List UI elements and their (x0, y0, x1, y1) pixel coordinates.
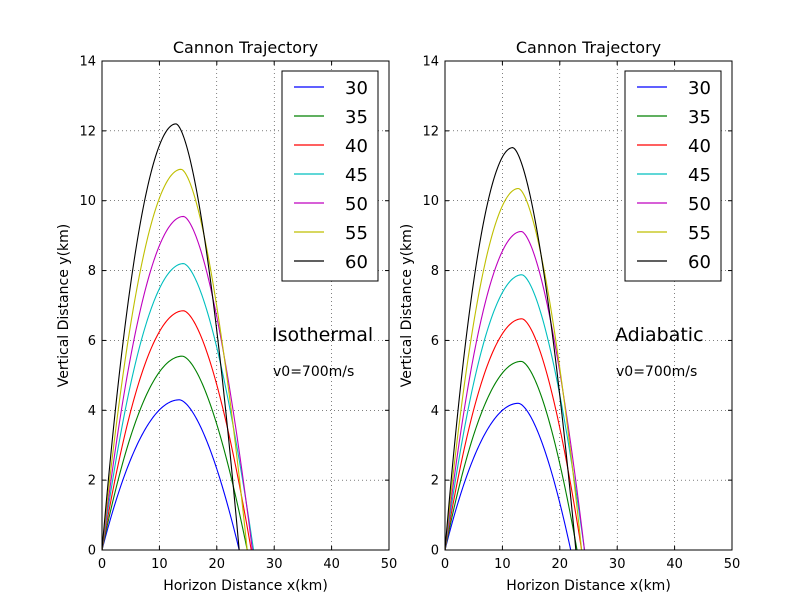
series-line-40 (445, 318, 583, 550)
chart-title: Cannon Trajectory (516, 38, 661, 57)
y-tick-label: 8 (88, 264, 96, 279)
y-tick-label: 4 (88, 404, 96, 419)
series-line-30 (102, 399, 240, 550)
x-tick-label: 10 (151, 557, 168, 572)
chart-title: Cannon Trajectory (173, 38, 318, 57)
x-axis-label: Horizon Distance x(km) (506, 578, 671, 594)
y-tick-label: 10 (422, 194, 439, 209)
chart-panel-2: 0 10 20 30 40 50 0 2 4 6 8 10 12 14 Cannon Trajectory H… (399, 38, 740, 594)
series-line-45 (102, 263, 255, 550)
x-axis-label: Horizon Distance x(km) (163, 578, 328, 594)
series-line-50 (102, 215, 253, 550)
legend-label-35: 35 (688, 107, 711, 128)
annotation-velocity: v0=700m/s (273, 364, 354, 380)
legend-label-45: 45 (688, 165, 711, 186)
y-tick-label: 6 (431, 334, 439, 349)
legend-label-45: 45 (345, 165, 368, 186)
x-tick-label: 10 (494, 557, 511, 572)
annotation-model: Adiabatic (615, 324, 704, 346)
ticks: 0 10 20 30 40 50 0 2 4 6 8 10 12 14 (422, 55, 740, 573)
x-tick-label: 20 (209, 557, 226, 572)
x-tick-label: 40 (666, 557, 683, 572)
y-tick-label: 2 (431, 474, 439, 489)
legend: 30 35 40 45 50 55 60 (624, 70, 722, 282)
series-line-35 (102, 355, 248, 550)
series-line-30 (445, 402, 572, 550)
legend-label-30: 30 (688, 78, 711, 99)
y-tick-label: 2 (88, 474, 96, 489)
series-line-55 (445, 187, 583, 550)
chart-panel-1: 0 10 20 30 40 50 0 2 4 6 8 10 12 14 Cannon Trajectory H… (56, 38, 397, 594)
y-tick-label: 10 (79, 194, 96, 209)
legend-box (281, 70, 379, 282)
y-tick-label: 14 (79, 55, 96, 70)
legend-label-30: 30 (345, 78, 368, 99)
y-tick-label: 12 (79, 124, 96, 139)
legend-label-55: 55 (345, 223, 368, 244)
plot-frame (101, 60, 390, 551)
legend-label-35: 35 (345, 107, 368, 128)
y-tick-label: 12 (422, 124, 439, 139)
ticks: 0 10 20 30 40 50 0 2 4 6 8 10 12 14 (79, 55, 397, 573)
series-line-40 (102, 310, 252, 550)
legend-label-40: 40 (345, 136, 368, 157)
legend-label-60: 60 (345, 252, 368, 273)
y-axis-label: Vertical Distance y(km) (56, 224, 72, 387)
legend-label-50: 50 (688, 194, 711, 215)
series-line-60 (445, 147, 577, 550)
legend: 30 35 40 45 50 55 60 (281, 70, 379, 282)
y-tick-label: 0 (431, 544, 439, 559)
y-tick-label: 4 (431, 404, 439, 419)
series-line-45 (445, 274, 586, 550)
x-tick-label: 50 (724, 557, 741, 572)
legend-box (624, 70, 722, 282)
y-tick-label: 0 (88, 544, 96, 559)
x-tick-label: 20 (552, 557, 569, 572)
legend-label-55: 55 (688, 223, 711, 244)
x-tick-label: 0 (98, 557, 106, 572)
legend-label-50: 50 (345, 194, 368, 215)
y-tick-label: 6 (88, 334, 96, 349)
series-line-35 (445, 360, 578, 550)
x-tick-label: 40 (323, 557, 340, 572)
legend-label-40: 40 (688, 136, 711, 157)
x-tick-label: 0 (441, 557, 449, 572)
legend-label-60: 60 (688, 252, 711, 273)
y-tick-label: 8 (431, 264, 439, 279)
series-line-60 (102, 123, 240, 550)
series-lines (102, 123, 255, 550)
x-tick-label: 30 (266, 557, 283, 572)
x-tick-label: 50 (381, 557, 398, 572)
series-line-55 (102, 168, 248, 550)
series-lines (445, 147, 586, 550)
annotation-velocity: v0=700m/s (616, 364, 697, 380)
annotation-model: Isothermal (272, 324, 373, 346)
x-tick-label: 30 (609, 557, 626, 572)
y-tick-label: 14 (422, 55, 439, 70)
plot-frame (444, 60, 733, 551)
grid (445, 61, 732, 550)
y-axis-label: Vertical Distance y(km) (399, 224, 415, 387)
